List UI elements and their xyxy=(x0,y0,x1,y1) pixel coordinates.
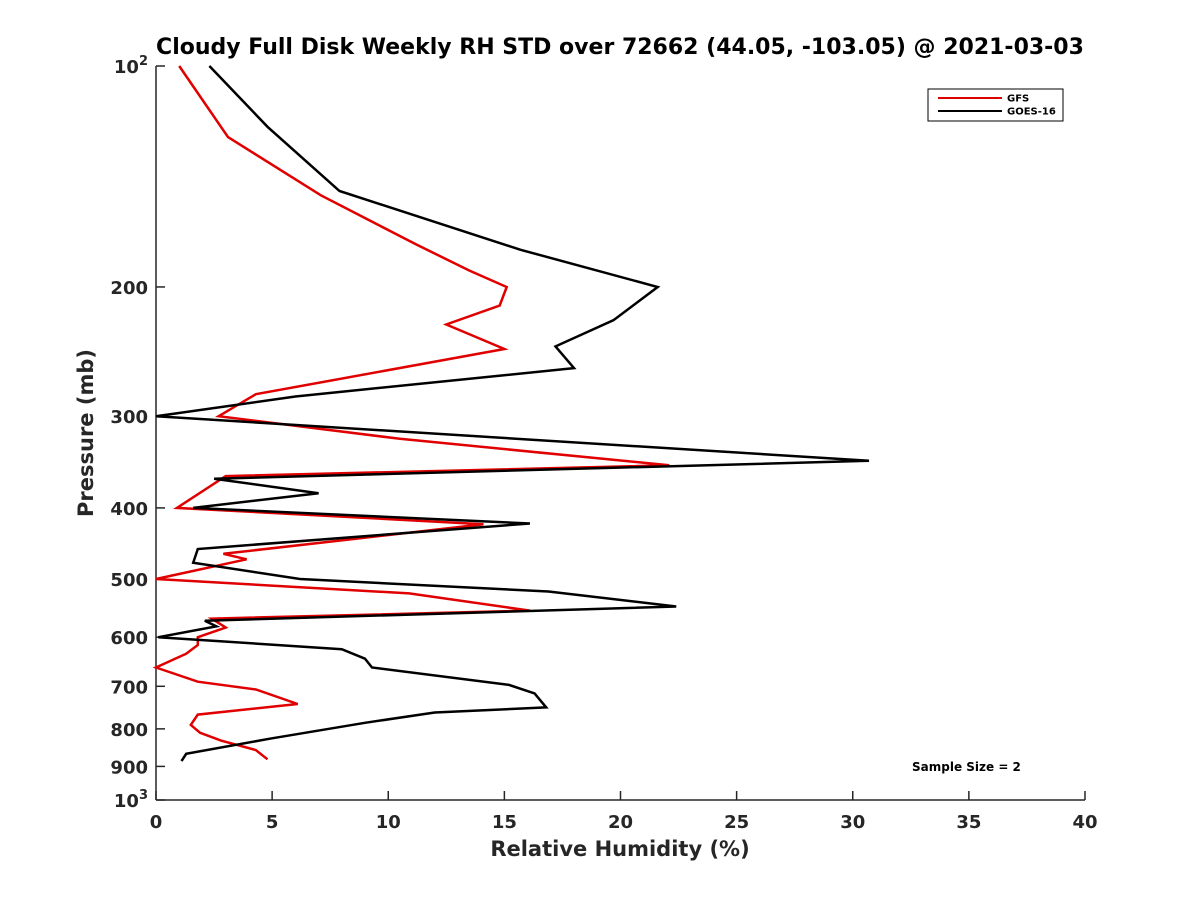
legend-label-gfs: GFS xyxy=(1007,94,1029,105)
x-tick-label: 15 xyxy=(492,812,517,833)
y-tick-label: 400 xyxy=(110,499,148,520)
y-tick-label: 103 xyxy=(114,788,148,812)
series-line-goes16 xyxy=(155,65,870,762)
x-tick-label: 40 xyxy=(1072,812,1097,833)
y-tick-label: 102 xyxy=(114,54,148,78)
y-tick-label: 600 xyxy=(110,628,148,649)
sample-size-annotation: Sample Size = 2 xyxy=(912,760,1021,774)
axes: 0 5 10 15 20 25 30 35 40 102 200 300 400 500 600 700 800… xyxy=(110,54,1097,833)
legend-box xyxy=(927,88,1064,122)
x-tick-label: 5 xyxy=(266,812,279,833)
x-tick-label: 10 xyxy=(376,812,401,833)
x-tick-label: 0 xyxy=(150,812,163,833)
y-tick-label: 800 xyxy=(110,720,148,741)
chart-title: Cloudy Full Disk Weekly RH STD over 7266… xyxy=(156,35,1084,60)
legend-label-goes16: GOES-16 xyxy=(1007,107,1056,118)
legend: GFS GOES-16 xyxy=(927,88,1064,122)
series-line-gfs xyxy=(152,65,670,761)
x-tick-label: 30 xyxy=(840,812,865,833)
x-axis-label: Relative Humidity (%) xyxy=(490,837,749,861)
y-tick-label: 700 xyxy=(110,677,148,698)
x-tick-label: 25 xyxy=(724,812,749,833)
y-tick-label: 200 xyxy=(110,278,148,299)
series-layer xyxy=(152,65,870,762)
y-axis-label: Pressure (mb) xyxy=(74,349,98,517)
x-tick-label: 20 xyxy=(608,812,633,833)
y-tick-label: 300 xyxy=(110,407,148,428)
x-tick-label: 35 xyxy=(956,812,981,833)
y-tick-label: 500 xyxy=(110,570,148,591)
y-tick-label: 900 xyxy=(110,757,148,778)
